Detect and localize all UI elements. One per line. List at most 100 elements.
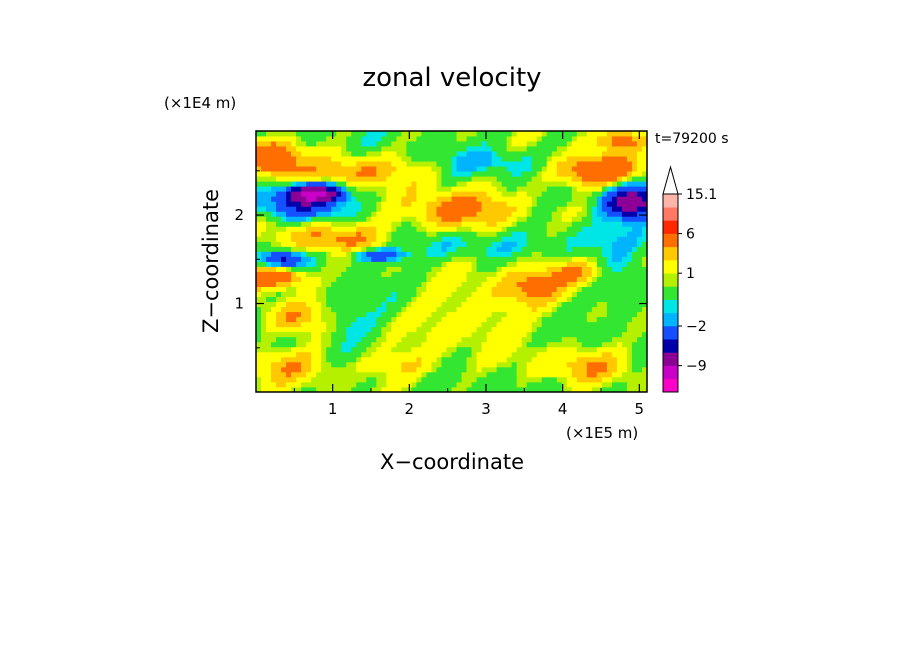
heatmap-cell	[526, 351, 533, 358]
heatmap-cell	[626, 306, 633, 313]
heatmap-cell	[531, 361, 538, 368]
heatmap-cell	[636, 206, 643, 212]
heatmap-cell	[286, 141, 292, 147]
heatmap-cell	[531, 141, 538, 147]
heatmap-cell	[366, 286, 372, 293]
heatmap-cell	[301, 141, 307, 147]
heatmap-cell	[376, 226, 382, 232]
heatmap-cell	[456, 271, 462, 277]
heatmap-cell	[496, 266, 503, 272]
heatmap-cell	[416, 361, 422, 368]
heatmap-cell	[641, 221, 648, 227]
heatmap-cell	[511, 181, 518, 187]
heatmap-cell	[581, 136, 588, 142]
heatmap-cell	[396, 131, 402, 137]
heatmap-cell	[376, 236, 382, 242]
heatmap-cell	[641, 201, 648, 207]
heatmap-cell	[291, 366, 297, 373]
heatmap-cell	[601, 321, 608, 328]
heatmap-cell	[346, 366, 352, 373]
heatmap-cell	[336, 181, 342, 187]
heatmap-cell	[451, 131, 457, 137]
heatmap-cell	[601, 336, 608, 343]
heatmap-cell	[436, 246, 442, 252]
heatmap-cell	[316, 351, 322, 358]
heatmap-cell	[261, 371, 267, 378]
heatmap-cell	[531, 371, 538, 378]
heatmap-cell	[321, 361, 327, 368]
heatmap-cell	[606, 146, 613, 152]
heatmap-cell	[611, 151, 618, 157]
heatmap-cell	[626, 226, 633, 232]
heatmap-cell	[501, 176, 508, 182]
heatmap-cell	[266, 136, 272, 142]
heatmap-cell	[341, 246, 347, 252]
heatmap-cell	[366, 131, 372, 137]
heatmap-cell	[281, 361, 287, 368]
heatmap-cell	[261, 141, 267, 147]
heatmap-cell	[621, 246, 628, 252]
heatmap-cell	[391, 151, 397, 157]
heatmap-cell	[621, 286, 628, 293]
heatmap-cell	[351, 201, 357, 207]
heatmap-cell	[621, 356, 628, 363]
heatmap-cell	[446, 226, 452, 232]
heatmap-cell	[406, 271, 412, 277]
heatmap-cell	[506, 291, 513, 298]
heatmap-cell	[506, 146, 513, 152]
heatmap-cell	[616, 321, 623, 328]
heatmap-cell	[441, 241, 447, 247]
heatmap-cell	[401, 361, 407, 368]
heatmap-cell	[386, 196, 392, 202]
heatmap-cell	[291, 386, 297, 393]
heatmap-cell	[411, 176, 417, 182]
heatmap-cell	[626, 236, 633, 242]
heatmap-cell	[621, 336, 628, 343]
heatmap-cell	[421, 311, 427, 318]
heatmap-cell	[411, 346, 417, 353]
heatmap-cell	[411, 266, 417, 272]
heatmap-cell	[311, 216, 317, 222]
heatmap-cell	[321, 221, 327, 227]
heatmap-cell	[306, 156, 312, 162]
heatmap-cell	[406, 281, 412, 287]
heatmap-cell	[531, 261, 538, 267]
heatmap-cell	[376, 171, 382, 177]
heatmap-cell	[641, 246, 648, 252]
heatmap-cell	[306, 196, 312, 202]
heatmap-cell	[511, 276, 518, 282]
heatmap-cell	[391, 266, 397, 272]
heatmap-cell	[521, 336, 528, 343]
heatmap-cell	[456, 241, 462, 247]
heatmap-cell	[641, 356, 648, 363]
heatmap-cell	[451, 156, 457, 162]
heatmap-cell	[321, 366, 327, 373]
heatmap-cell	[286, 266, 292, 272]
heatmap-cell	[491, 211, 498, 217]
heatmap-cell	[281, 216, 287, 222]
heatmap-cell	[361, 386, 367, 393]
heatmap-cell	[446, 171, 452, 177]
heatmap-cell	[261, 231, 267, 237]
heatmap-cell	[406, 211, 412, 217]
heatmap-cell	[481, 281, 487, 287]
heatmap-cell	[256, 331, 262, 338]
heatmap-cell	[601, 361, 608, 368]
heatmap-cell	[516, 386, 523, 393]
heatmap-cell	[451, 276, 457, 282]
heatmap-cell	[561, 146, 568, 152]
heatmap-cell	[511, 171, 518, 177]
heatmap-cell	[346, 216, 352, 222]
heatmap-cell	[436, 186, 442, 192]
heatmap-cell	[616, 216, 623, 222]
heatmap-cell	[346, 256, 352, 262]
heatmap-cell	[306, 211, 312, 217]
heatmap-cell	[496, 316, 503, 323]
heatmap-cell	[366, 261, 372, 267]
heatmap-cell	[311, 291, 317, 298]
heatmap-cell	[316, 341, 322, 348]
heatmap-cell	[581, 196, 588, 202]
heatmap-cell	[266, 366, 272, 373]
heatmap-cell	[356, 366, 362, 373]
heatmap-cell	[336, 176, 342, 182]
